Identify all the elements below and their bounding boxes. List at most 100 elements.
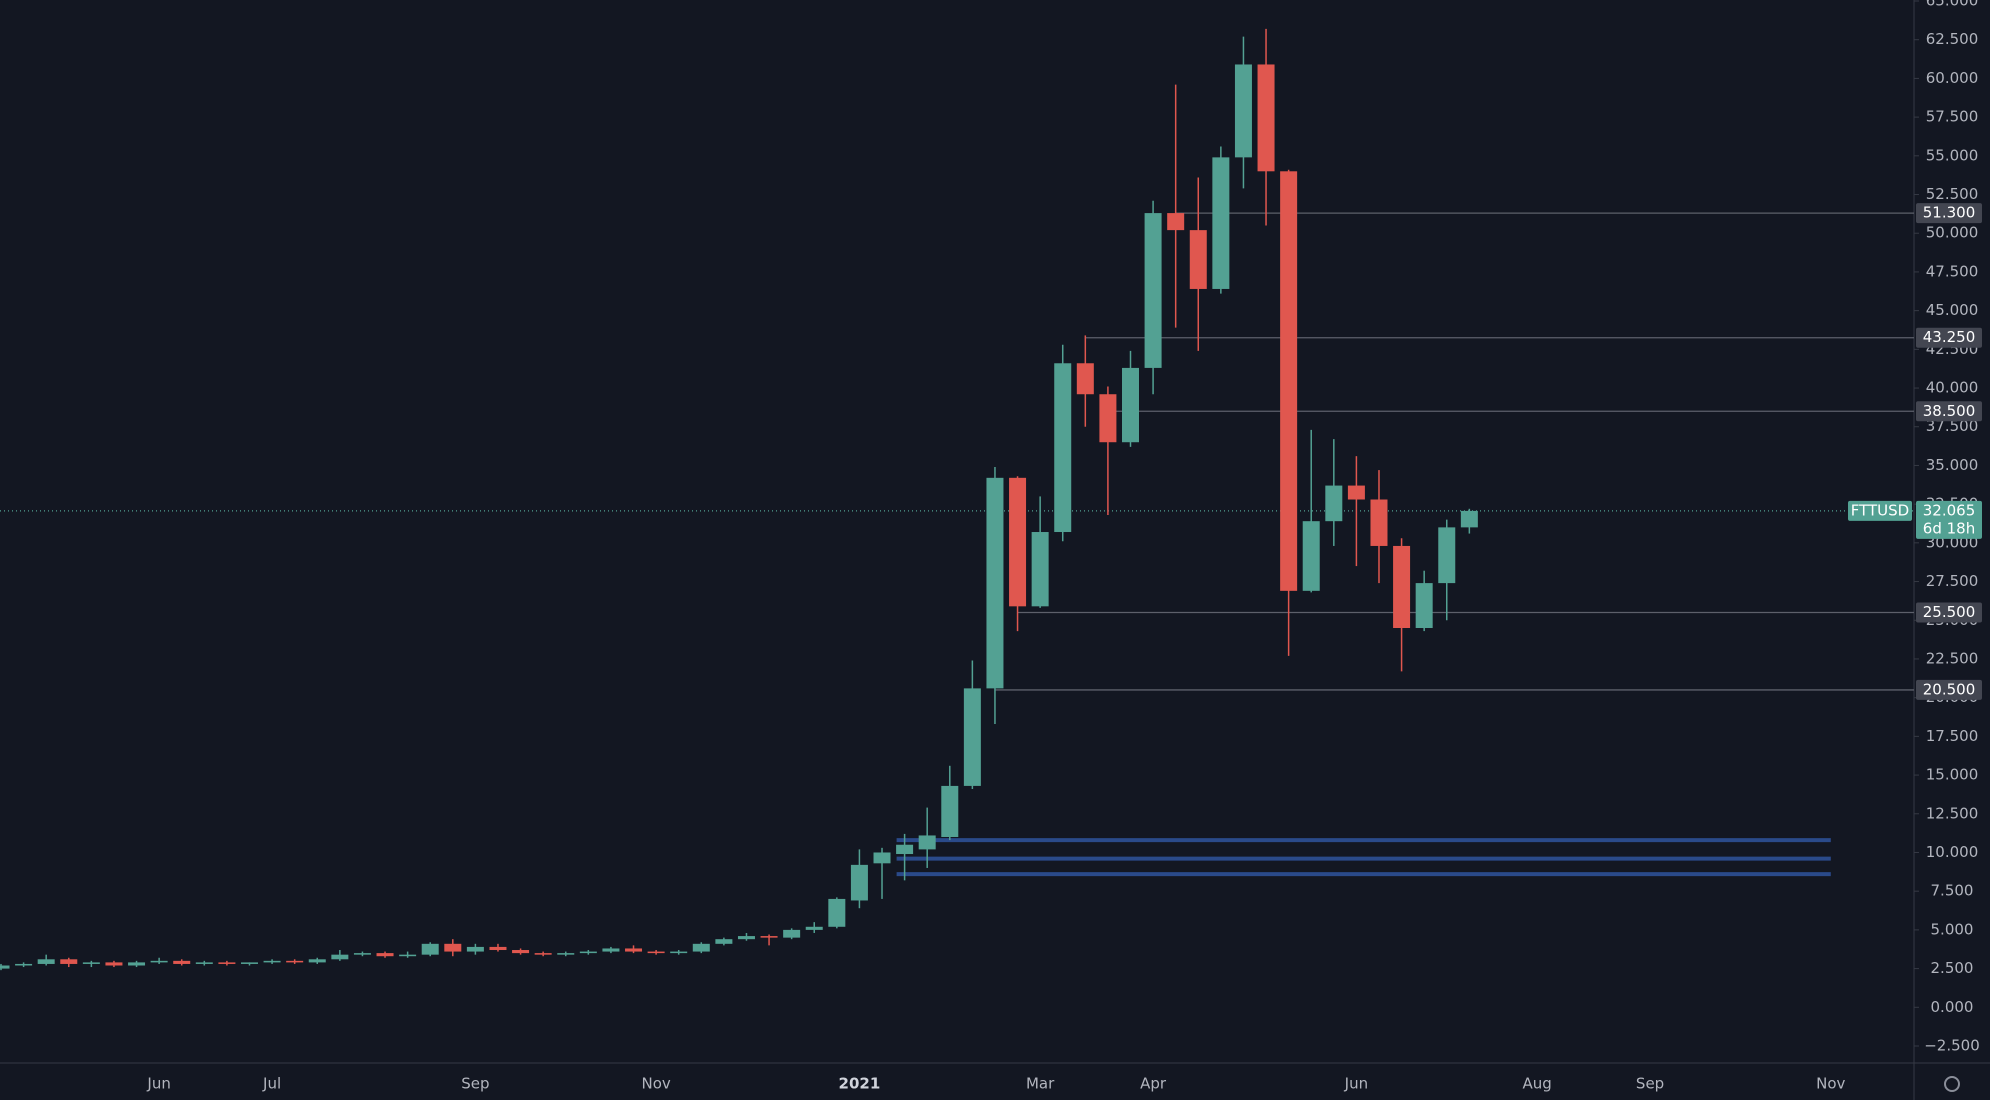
x-tick-label: Mar	[1026, 1075, 1055, 1093]
x-tick-label: Nov	[641, 1075, 670, 1093]
y-tick-label: 50.000	[1926, 224, 1979, 242]
candle-body	[240, 962, 258, 964]
candle-body	[873, 852, 891, 864]
candle-body	[37, 959, 55, 964]
candle-body	[602, 948, 620, 952]
x-tick-label: Sep	[1636, 1075, 1664, 1093]
candle-body	[647, 951, 665, 954]
y-tick-label: 60.000	[1926, 69, 1979, 87]
candle-body	[1257, 64, 1275, 172]
level-label-box	[1916, 602, 1982, 623]
level-label-box	[1916, 327, 1982, 348]
candle-body	[60, 959, 78, 964]
y-tick-label: 17.500	[1926, 727, 1979, 745]
y-tick-label: 2.500	[1931, 959, 1974, 977]
level-label-box	[1916, 401, 1982, 422]
x-tick-label: 2021	[839, 1075, 881, 1093]
last-price-box	[1916, 500, 1982, 539]
y-tick-label: 52.500	[1926, 185, 1979, 203]
y-tick-label: 10.000	[1926, 843, 1979, 861]
x-tick-label: Jun	[1344, 1075, 1368, 1093]
candle-body	[1167, 213, 1185, 231]
x-tick-label: Jul	[262, 1075, 281, 1093]
candle-body	[1393, 545, 1411, 628]
candle-body	[1122, 367, 1139, 443]
candle-body	[466, 946, 484, 952]
settings-icon-ring[interactable]	[1944, 1076, 1960, 1092]
candle-body	[1189, 230, 1207, 289]
candle-body	[0, 965, 10, 969]
candle-body	[941, 785, 959, 837]
candle-body	[308, 959, 326, 963]
candle-body	[286, 960, 304, 963]
x-tick-label: Aug	[1522, 1075, 1551, 1093]
x-tick-label: Jun	[146, 1075, 170, 1093]
last-price-label: 32.065	[1923, 501, 1976, 519]
y-tick-label: 35.000	[1926, 456, 1979, 474]
candle-body	[963, 688, 981, 786]
candle-body	[1347, 485, 1365, 500]
candle-body	[1144, 213, 1162, 368]
candle-body	[1099, 394, 1117, 443]
level-label-box	[1916, 679, 1982, 700]
candle-body	[399, 954, 417, 957]
y-tick-label: 55.000	[1926, 146, 1979, 164]
candle-body	[376, 953, 394, 957]
x-tick-label: Nov	[1816, 1075, 1845, 1093]
candle-body	[579, 951, 597, 954]
candle-body	[82, 962, 100, 964]
candle-body	[737, 936, 755, 940]
x-tick-label: Apr	[1140, 1075, 1167, 1093]
candle-body	[1212, 157, 1230, 289]
candle-body	[918, 835, 936, 850]
candle-body	[625, 948, 643, 952]
y-tick-label: 12.500	[1926, 804, 1979, 822]
symbol-label: FTTUSD	[1851, 501, 1909, 519]
level-label: 51.300	[1923, 204, 1976, 222]
candle-body	[353, 953, 371, 955]
y-tick-label: 62.500	[1926, 30, 1979, 48]
y-tick-label: 27.500	[1926, 572, 1979, 590]
candle-body	[670, 951, 688, 954]
y-tick-label: 65.000	[1926, 0, 1979, 10]
candle-body	[150, 960, 168, 963]
settings-icon[interactable]	[1944, 1076, 1960, 1092]
y-tick-label: −2.500	[1924, 1037, 1980, 1055]
candle-body	[1370, 499, 1388, 546]
candle-body	[1009, 477, 1027, 607]
candle-body	[421, 943, 439, 955]
candle-body	[218, 962, 236, 964]
price-axis: −2.500 0.000 2.500 5.000 7.500 10.000 12.500 15…	[1848, 0, 1982, 1055]
candle-body	[173, 960, 191, 964]
candle-body	[692, 943, 710, 952]
candle-body	[986, 477, 1004, 689]
candle-body	[512, 950, 530, 954]
y-tick-label: 40.000	[1926, 379, 1979, 397]
candle-body	[128, 962, 146, 966]
y-tick-label: 47.500	[1926, 262, 1979, 280]
candle-body	[828, 898, 846, 927]
countdown-label: 6d 18h	[1923, 519, 1975, 537]
candle-body	[1054, 363, 1072, 533]
candle-body	[760, 936, 778, 938]
candle-body	[1234, 64, 1252, 158]
y-tick-label: 37.500	[1926, 417, 1979, 435]
candle-body	[195, 962, 213, 964]
candle-body	[1460, 510, 1478, 528]
level-label: 38.500	[1923, 402, 1976, 420]
y-tick-label: 15.000	[1926, 766, 1979, 784]
candle-body	[1325, 485, 1343, 522]
candle-body	[1438, 527, 1456, 584]
x-tick-label: Sep	[461, 1075, 489, 1093]
candle-body	[1302, 521, 1320, 591]
plot-area	[0, 28, 1914, 971]
level-label: 43.250	[1923, 328, 1976, 346]
candle-body	[489, 946, 507, 951]
candle-body	[105, 962, 123, 966]
y-tick-label: 7.500	[1931, 882, 1974, 900]
candle-body	[444, 943, 462, 952]
y-tick-label: 22.500	[1926, 649, 1979, 667]
candle-body	[1076, 363, 1094, 395]
candle-body	[331, 954, 349, 960]
level-label: 25.500	[1923, 603, 1976, 621]
